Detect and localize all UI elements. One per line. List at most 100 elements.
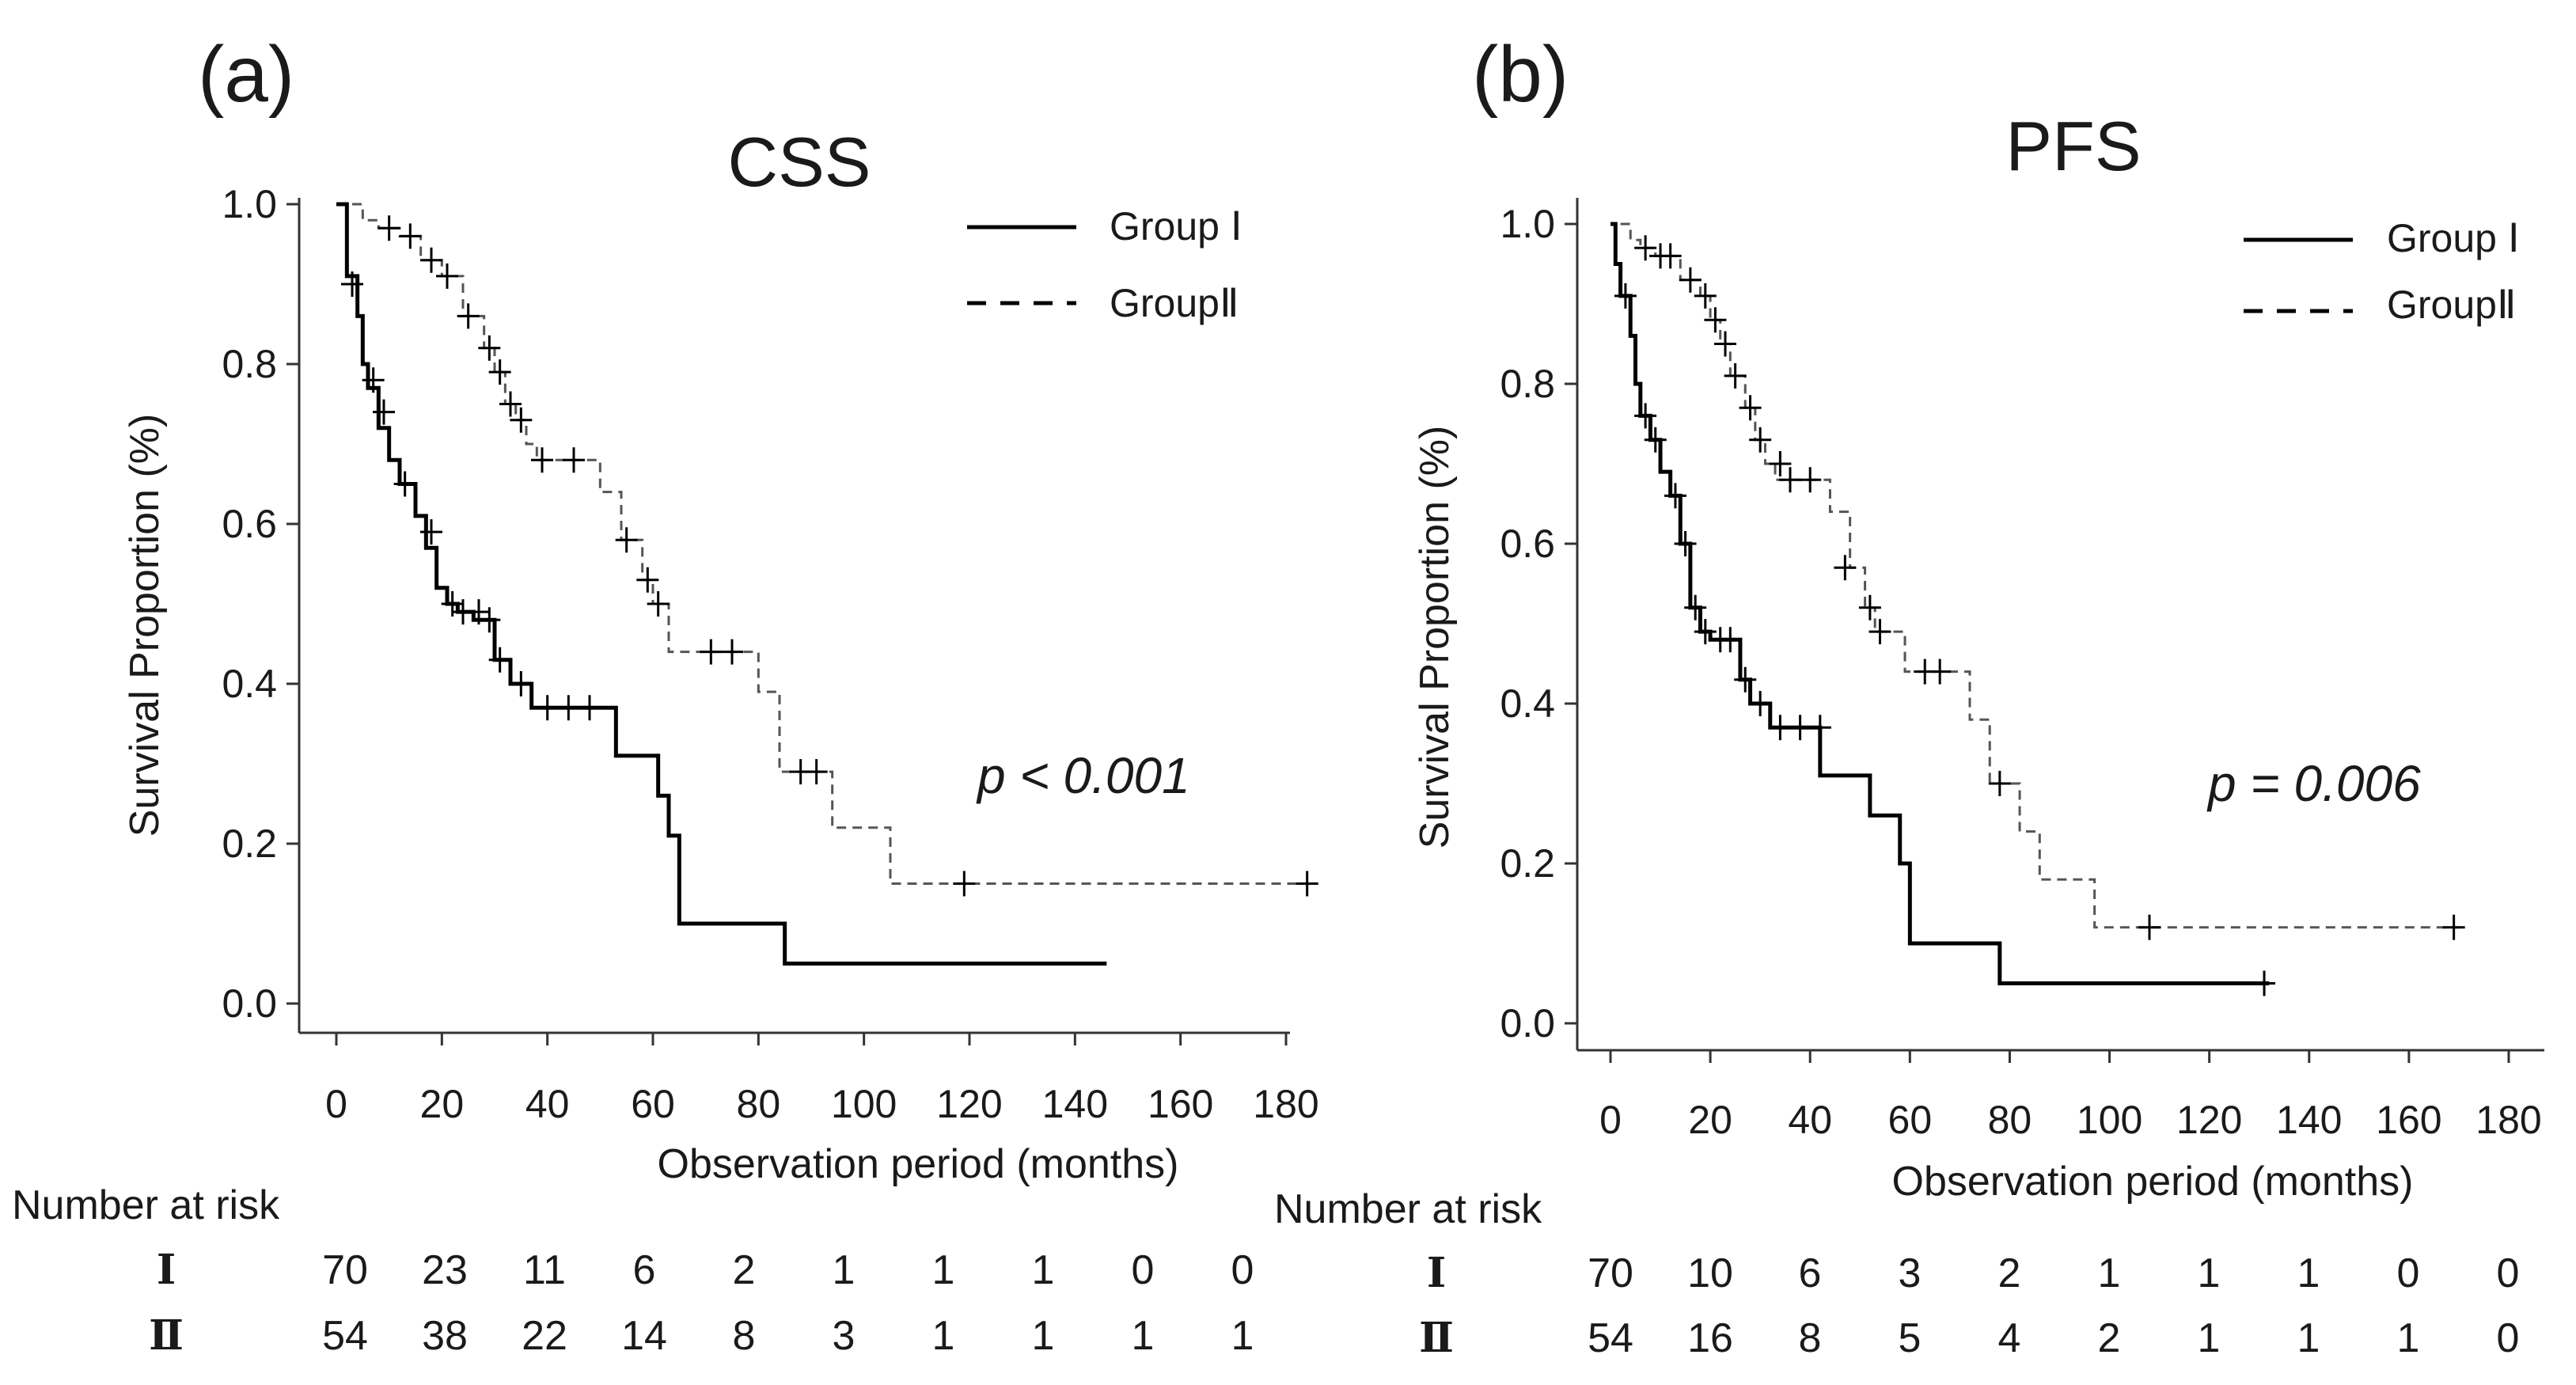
risk-value: 1 [1132, 1313, 1155, 1359]
panel-b-pfs: (b) PFS 0 20 40 60 80 100 120 140 160 180 0.00.20… [1274, 30, 2544, 1361]
risk-value: 54 [322, 1313, 368, 1359]
censor-mark [341, 271, 363, 297]
censor-mark [536, 695, 559, 721]
panel-a-series [336, 202, 1318, 966]
censor-mark [2138, 914, 2161, 940]
risk-value: 2 [2098, 1315, 2121, 1361]
panel-b-number-at-risk: Number at risk Ⅰ Ⅱ 70 10 6 3 2 1 1 1 0 054 16 8 5 4 2 1… [1274, 1186, 2519, 1361]
censor-mark [1644, 427, 1667, 453]
censor-mark [579, 695, 601, 721]
censor-mark [488, 359, 511, 385]
risk-value: 0 [2497, 1315, 2520, 1361]
risk-value: 3 [1899, 1250, 1922, 1296]
risk-value: 1 [932, 1247, 955, 1293]
censor-mark [1739, 395, 1762, 421]
censor-mark [1868, 619, 1891, 645]
x-tick-label: 0 [1599, 1098, 1622, 1142]
risk-value: 0 [1231, 1247, 1254, 1293]
censor-mark [531, 447, 553, 473]
censor-mark [1714, 331, 1737, 357]
risk-value: 23 [422, 1247, 468, 1293]
x-tick-label: 40 [1788, 1098, 1832, 1142]
risk-value: 6 [1799, 1250, 1822, 1296]
panel-b-label: (b) [1472, 30, 1569, 119]
censor-mark [1719, 627, 1742, 653]
panel-a-x-axis-title: Observation period (months) [658, 1141, 1179, 1187]
censor-mark [1799, 467, 1822, 493]
panel-b-x-ticks: 0 20 40 60 80 100 120 140 160 180 [1599, 1050, 2542, 1142]
y-tick-label: 0.8 [1500, 362, 1555, 406]
panel-a-p-value: p < 0.001 [976, 747, 1190, 804]
censor-mark [1749, 691, 1772, 716]
risk-value: 1 [2098, 1250, 2121, 1296]
censor-mark [362, 367, 385, 393]
panel-b-risk-heading: Number at risk [1274, 1186, 1542, 1232]
risk-value: 1 [2297, 1315, 2320, 1361]
y-tick-label: 1.0 [222, 182, 277, 226]
km-curve-group-2 [352, 203, 1313, 885]
censor-mark [1769, 715, 1792, 741]
risk-value: 1 [2397, 1315, 2420, 1361]
censor-mark [399, 223, 422, 249]
risk-value: 1 [1032, 1247, 1055, 1293]
panel-b-p-value: p = 0.006 [2206, 755, 2421, 812]
censor-mark [1734, 666, 1757, 692]
risk-value: 0 [2397, 1250, 2420, 1296]
panel-b-axes-frame [1576, 198, 2544, 1052]
censor-mark [1789, 715, 1812, 741]
risk-value: 0 [2497, 1250, 2520, 1296]
censor-mark [1674, 531, 1697, 556]
panel-b-y-axis-title: Survival Proportion (%) [1412, 426, 1458, 849]
risk-value: 3 [833, 1313, 856, 1359]
x-tick-label: 40 [525, 1082, 570, 1126]
panel-a-number-at-risk: Number at risk Ⅰ Ⅱ 70 23 11 6 2 1 1 1 0 054 38 22 14… [12, 1182, 1254, 1359]
risk-value: 2 [733, 1247, 756, 1293]
panel-a-y-axis-title: Survival Proportion (%) [122, 414, 168, 837]
censor-mark [478, 335, 501, 361]
risk-value: 16 [1687, 1315, 1733, 1361]
y-tick-label: 1.0 [1500, 202, 1555, 246]
censor-mark [1664, 483, 1686, 509]
censor-mark [721, 639, 743, 665]
censor-mark [557, 695, 580, 721]
x-tick-label: 100 [2077, 1098, 2142, 1142]
censor-mark [563, 447, 585, 473]
panel-a-y-ticks: 0.0 0.2 0.4 0.6 0.8 1.0 [222, 182, 299, 1026]
y-tick-label: 0.2 [222, 822, 277, 866]
censor-mark [377, 215, 400, 241]
censor-mark [805, 759, 828, 785]
censor-mark [420, 519, 442, 545]
censor-mark [488, 647, 511, 673]
risk-value: 2 [1998, 1250, 2021, 1296]
censor-mark [420, 247, 442, 273]
panel-a-css: (a) CSS 0 20 40 60 80 100 120 140 160 180 0.00.20… [12, 30, 1319, 1359]
censor-mark [1929, 658, 1952, 685]
risk-value: 22 [522, 1313, 567, 1359]
censor-mark [953, 871, 976, 897]
risk-value: 14 [621, 1313, 667, 1359]
km-curve-group-2 [1620, 222, 2459, 929]
panel-a-title: CSS [728, 123, 871, 201]
y-tick-label: 0.0 [222, 981, 277, 1026]
censor-mark [510, 407, 533, 433]
risk-value: 4 [1998, 1315, 2021, 1361]
censor-mark [1296, 871, 1318, 897]
km-curve-group-1 [1610, 222, 2270, 985]
legend-group-1-label: Group Ⅰ [1110, 204, 1242, 249]
y-tick-label: 0.4 [222, 662, 277, 706]
risk-value: 1 [2198, 1315, 2221, 1361]
x-tick-label: 80 [737, 1082, 781, 1126]
censor-mark [1614, 283, 1637, 309]
x-tick-label: 120 [936, 1082, 1002, 1126]
risk-value: 8 [1799, 1315, 1822, 1361]
risk-value: 1 [1231, 1313, 1254, 1359]
x-tick-label: 0 [325, 1082, 347, 1126]
censor-mark [1749, 427, 1772, 453]
risk-value: 1 [833, 1247, 856, 1293]
censor-mark [499, 391, 522, 417]
x-tick-label: 160 [1148, 1082, 1213, 1126]
risk-value: 1 [1032, 1313, 1055, 1359]
censor-mark [373, 399, 395, 425]
censor-mark [1858, 594, 1881, 620]
panel-b-series [1610, 222, 2465, 996]
